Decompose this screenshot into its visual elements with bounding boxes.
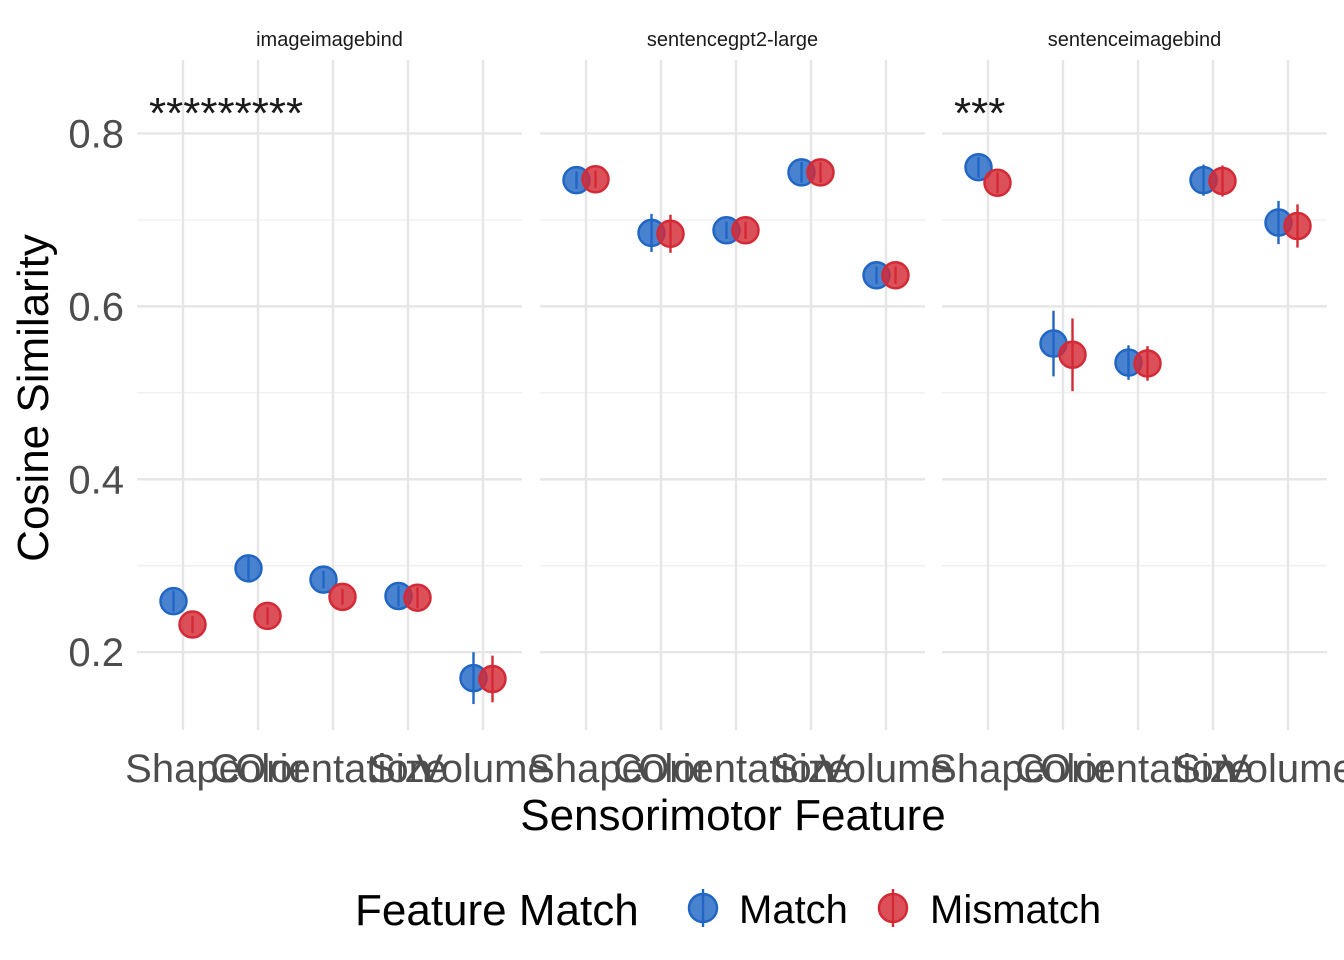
point-match [309,565,338,594]
point-mismatch [806,158,835,187]
point-mismatch [656,219,685,249]
point-mismatch [478,664,507,694]
x-tick-label: Orientation [638,747,834,791]
legend-title: Feature Match [355,886,639,935]
x-tick-label: Orientation [235,747,431,791]
y-tick-label: 0.8 [68,112,124,156]
legend-item-match: Match [687,888,848,932]
point-mismatch [731,216,760,245]
legend-key-point [877,892,909,924]
point-mismatch [253,601,282,631]
y-tick-label: 0.2 [68,631,124,675]
x-tick-label: Size [772,747,850,791]
x-axis-title: Sensorimotor Feature [520,791,946,840]
point-mismatch [1133,349,1162,378]
point-match [159,586,188,616]
x-tick-label: Color [613,747,709,791]
legend-label: Match [739,888,848,932]
panel-sentencegpt2-large: sentencegpt2-large ShapeColorOrientationS… [528,29,953,791]
panel-sentenceimagebind: sentenceimagebind *** ShapeColorOrientatio… [930,29,1344,791]
panel-title: sentenceimagebind [1048,29,1221,51]
point-mismatch [581,165,610,194]
panel-title: imageimagebind [256,29,403,51]
x-tick-label: Shape [930,747,1046,791]
legend: Feature Match Match Mismatch [355,886,1101,935]
chart-panels: imageimagebind*********ShapeColorOrienta… [125,29,1344,791]
y-axis: 0.2 0.4 0.6 0.8 [68,112,124,675]
significance-label: ********* [149,89,303,138]
point-mismatch [178,610,207,639]
x-tick-label: Size [369,747,447,791]
y-tick-label: 0.6 [68,285,124,329]
x-tick-label: Volume [819,747,952,791]
point-mismatch [1208,166,1237,196]
point-mismatch [983,168,1012,198]
panel-imageimagebind: imageimagebind ********* ShapeColorOrienta… [125,29,550,791]
x-tick-label: Shape [125,747,241,791]
x-tick-label: Volume [416,747,549,791]
legend-key-point [687,892,719,924]
x-tick-label: Size [1174,747,1252,791]
legend-label: Mismatch [930,888,1101,932]
point-mismatch [1283,211,1312,241]
point-match [234,554,263,583]
point-mismatch [403,583,432,612]
x-tick-label: Orientation [1040,747,1236,791]
y-tick-label: 0.4 [68,458,124,502]
x-tick-label: Color [210,747,306,791]
point-match [964,152,993,182]
point-mismatch [1058,340,1087,370]
significance-label: *** [954,89,1005,138]
x-tick-label: Color [1015,747,1111,791]
x-tick-label: Volume [1221,747,1344,791]
x-tick-label: Shape [528,747,644,791]
panel-title: sentencegpt2-large [647,29,818,51]
point-mismatch [881,261,910,290]
point-mismatch [328,582,357,612]
legend-item-mismatch: Mismatch [877,888,1101,932]
y-axis-title: Cosine Similarity [9,234,58,562]
